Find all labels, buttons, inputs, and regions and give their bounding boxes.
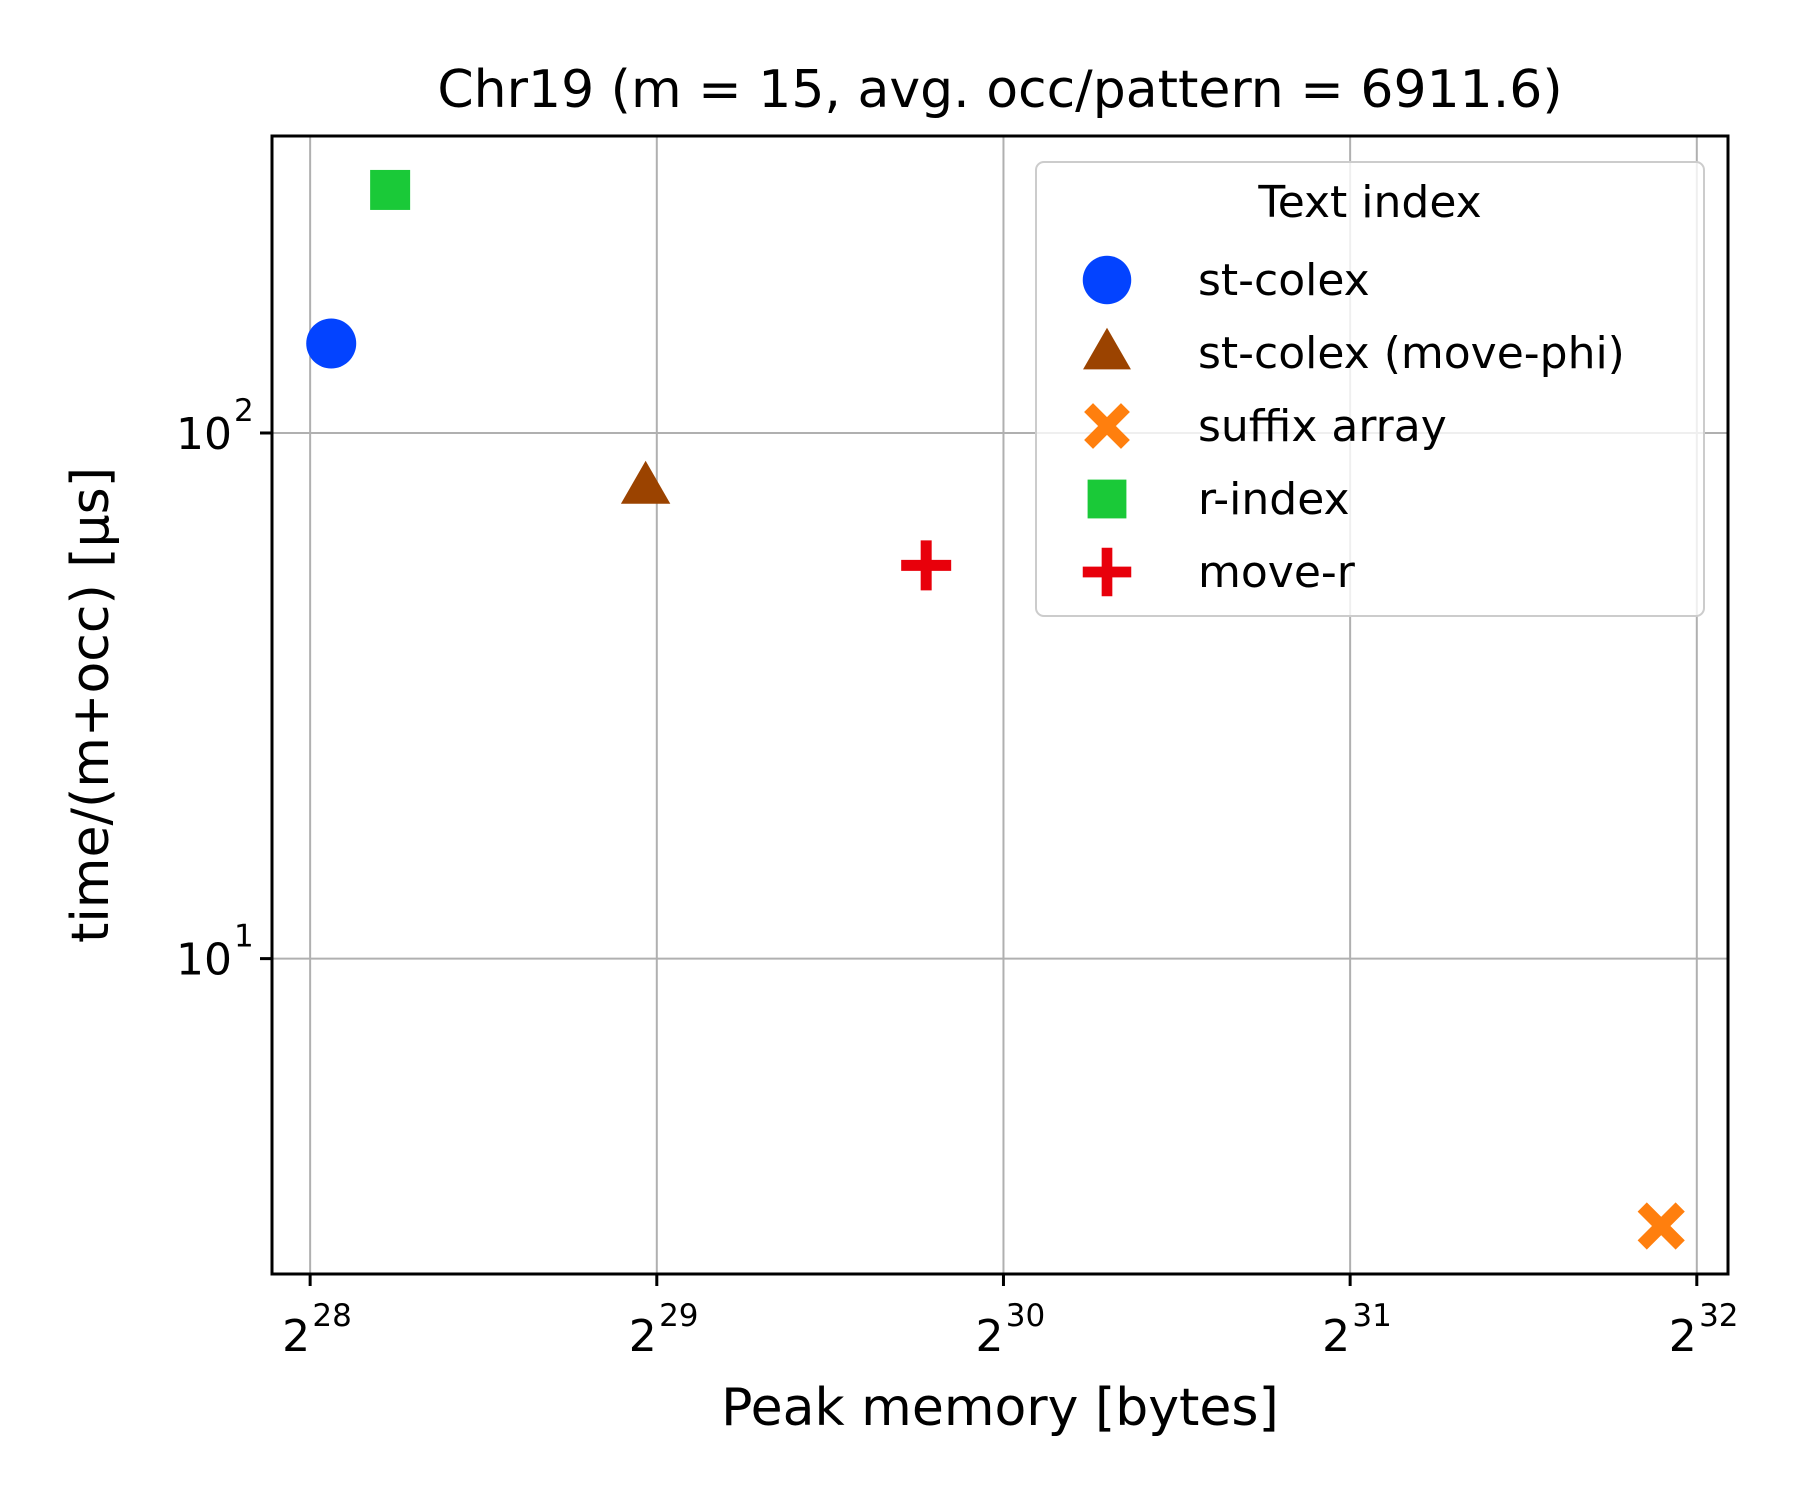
x-axis-label: Peak memory [bytes] [721, 1378, 1279, 1438]
legend-box [1035, 161, 1705, 617]
x-tick-exponent: 30 [1006, 1298, 1045, 1334]
legend-marker-st-colex [1082, 255, 1132, 305]
data-point-st-colex [306, 318, 357, 369]
x-tick-label: 2 [282, 1311, 310, 1362]
legend: Text index st-colex st-colex (move-phi) su… [1035, 161, 1705, 617]
legend-label-r-index: r-index [1198, 474, 1350, 525]
data-point-st-colex-move-phi [620, 460, 671, 504]
legend-title: Text index [1257, 177, 1481, 228]
x-axis-ticks: 2 28 2 29 2 30 2 31 2 32 [282, 1274, 1739, 1362]
y-tick-exponent: 1 [234, 919, 254, 955]
x-tick-label: 2 [975, 1311, 1003, 1362]
x-tick-exponent: 29 [659, 1298, 698, 1334]
data-point-move-r [901, 540, 952, 591]
y-tick-exponent: 2 [234, 393, 254, 429]
legend-label-st-colex: st-colex [1198, 255, 1370, 306]
x-tick-label: 2 [1322, 1311, 1350, 1362]
data-points [306, 169, 1685, 1250]
legend-marker-st-colex-move-phi [1083, 327, 1131, 370]
data-point-suffix-array [1637, 1202, 1685, 1250]
x-tick-exponent: 32 [1699, 1298, 1738, 1334]
x-tick-label: 2 [1669, 1311, 1697, 1362]
y-tick-label: 10 [176, 935, 232, 986]
x-tick-exponent: 28 [312, 1298, 351, 1334]
x-tick-exponent: 31 [1352, 1298, 1391, 1334]
legend-label-suffix-array: suffix array [1198, 401, 1447, 452]
x-tick-label: 2 [629, 1311, 657, 1362]
legend-marker-move-r [1082, 547, 1132, 597]
legend-label-move-r: move-r [1198, 547, 1356, 598]
chart-title: Chr19 (m = 15, avg. occ/pattern = 6911.6… [437, 60, 1562, 120]
legend-marker-suffix-array [1084, 403, 1130, 449]
legend-marker-r-index [1087, 479, 1127, 519]
legend-items: st-colex st-colex (move-phi) suffix array r… [1082, 255, 1625, 598]
legend-label-st-colex-move-phi: st-colex (move-phi) [1198, 328, 1625, 379]
data-point-r-index [370, 169, 411, 210]
y-tick-label: 10 [176, 409, 232, 460]
plot-area [270, 134, 1730, 1276]
y-axis-label: time/(m+occ) [µs] [61, 467, 121, 943]
